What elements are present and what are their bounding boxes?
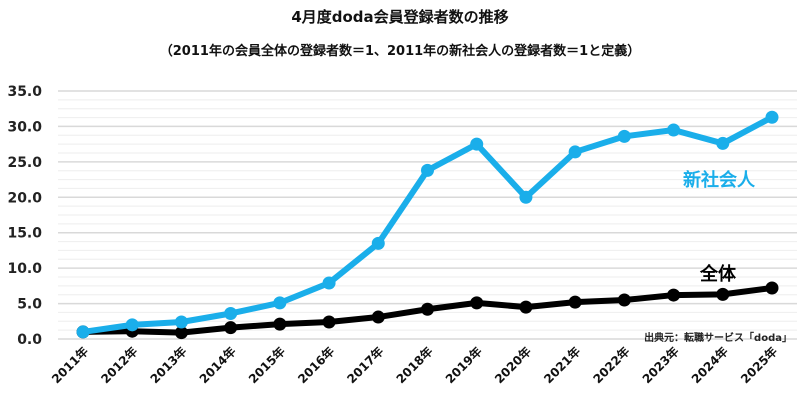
data-point <box>519 190 533 204</box>
data-point <box>174 326 188 340</box>
series-label-all: 全体 <box>700 264 736 285</box>
gridlines <box>58 90 797 340</box>
data-point <box>667 288 681 302</box>
data-point <box>667 123 681 137</box>
data-point <box>76 325 90 339</box>
data-point <box>765 110 779 124</box>
x-tick-label: 2015年 <box>245 344 288 387</box>
x-tick-label: 2018年 <box>393 344 436 387</box>
x-tick-label: 2024年 <box>688 344 731 387</box>
data-point <box>421 163 434 177</box>
data-point <box>371 236 385 250</box>
x-tick-label: 2017年 <box>344 344 387 387</box>
y-axis: 0.0 5.0 10.0 15.0 20.0 25.0 30.0 35.0 <box>7 84 42 348</box>
data-point <box>716 287 730 301</box>
x-axis: 2011年 2012年 2013年 2014年 2015年 2016年 2017年 2018年… <box>48 344 780 387</box>
y-tick-label: 20.0 <box>7 190 42 206</box>
data-point <box>421 302 434 316</box>
data-point <box>322 315 336 329</box>
x-tick-label: 2011年 <box>48 344 91 387</box>
data-point <box>470 137 484 151</box>
data-point <box>617 293 631 307</box>
data-point <box>322 276 336 290</box>
series-all <box>76 281 779 340</box>
chart-subtitle: （2011年の会員全体の登録者数＝1、2011年の新社会人の登録者数＝1と定義） <box>159 44 641 59</box>
x-tick-label: 2012年 <box>98 344 141 387</box>
y-tick-label: 35.0 <box>7 84 42 100</box>
x-tick-label: 2021年 <box>541 344 584 387</box>
x-tick-label: 2014年 <box>196 344 239 387</box>
x-tick-label: 2025年 <box>737 344 780 387</box>
data-point <box>174 315 188 329</box>
x-tick-label: 2013年 <box>147 344 190 387</box>
data-point <box>568 145 582 159</box>
data-point <box>224 321 238 335</box>
chart-title: 4月度doda会員登録者数の推移 <box>291 8 509 26</box>
x-tick-label: 2016年 <box>294 344 337 387</box>
y-tick-label: 25.0 <box>7 155 42 171</box>
x-tick-label: 2020年 <box>491 344 534 387</box>
data-point <box>765 281 779 295</box>
data-point <box>617 129 631 143</box>
y-tick-label: 15.0 <box>7 226 42 242</box>
data-point <box>273 296 287 310</box>
series-new-grads <box>76 110 779 339</box>
data-point <box>125 318 139 332</box>
series-lines <box>76 110 779 340</box>
y-tick-label: 30.0 <box>7 119 42 135</box>
y-tick-label: 0.0 <box>17 332 42 348</box>
source-note: 出典元：転職サービス「doda」 <box>644 333 792 344</box>
data-point <box>568 295 582 309</box>
x-tick-label: 2023年 <box>639 344 682 387</box>
x-tick-label: 2019年 <box>442 344 485 387</box>
data-point <box>470 296 484 310</box>
data-point <box>371 310 385 324</box>
data-point <box>224 306 238 320</box>
y-tick-label: 5.0 <box>17 297 42 313</box>
x-tick-label: 2022年 <box>590 344 633 387</box>
series-label-new-grads: 新社会人 <box>683 170 755 191</box>
data-point <box>716 136 730 150</box>
y-tick-label: 10.0 <box>7 261 42 277</box>
data-point <box>519 300 533 314</box>
data-point <box>273 317 287 331</box>
